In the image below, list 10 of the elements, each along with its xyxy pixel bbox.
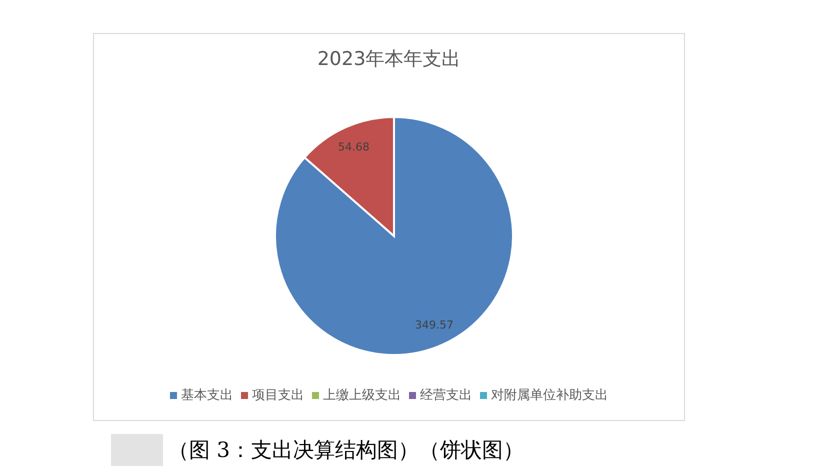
data-label: 54.68 (338, 140, 370, 154)
text: （图 3：支出决算结构图）（饼状图） (168, 437, 524, 464)
data-label: 349.57 (414, 318, 454, 332)
chart-title: 2023年本年支出 (316, 47, 462, 72)
legend-label: 项目支出 (251, 387, 304, 404)
legend-label: 对附属单位补助支出 (490, 387, 608, 404)
legend-label: 基本支出 (180, 387, 233, 404)
pie-slice (274, 116, 514, 356)
legend-label: 上缴上级支出 (322, 387, 401, 404)
legend-label: 经营支出 (419, 387, 472, 404)
